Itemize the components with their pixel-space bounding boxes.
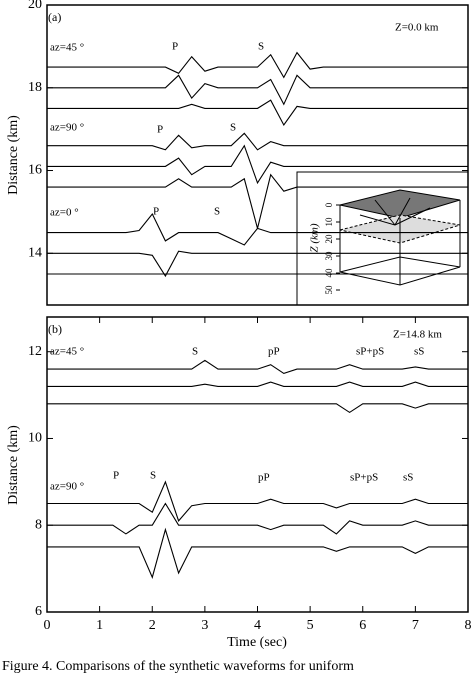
trace	[47, 527, 468, 579]
y-axis-label: Distance (km)	[6, 115, 21, 195]
x-tick-label: 1	[96, 618, 103, 633]
plot-frame	[46, 316, 469, 613]
annotation: P	[172, 41, 178, 53]
annotation: az=45 °	[50, 42, 84, 54]
inset-diagram: Z (km) 0 10 20 30 40 50	[296, 171, 469, 306]
annotation: az=0 °	[50, 207, 79, 219]
caption: Figure 4. Comparisons of the synthetic w…	[2, 659, 354, 674]
trace	[47, 74, 468, 106]
annotation: P	[153, 206, 159, 218]
y-tick-label: 10	[28, 431, 42, 446]
annotation: az=45 °	[50, 346, 84, 358]
x-tick-label: 6	[359, 618, 366, 633]
panel-label: (a)	[48, 10, 61, 24]
x-tick-label: 4	[254, 618, 261, 633]
panel-label: (b)	[48, 322, 62, 336]
annotation: S	[258, 41, 264, 53]
trace	[47, 132, 468, 151]
inset-rays	[359, 197, 431, 226]
inset-axis-label: Z (km)	[309, 223, 321, 252]
annotation: az=90 °	[50, 122, 84, 134]
annotation: sP+pS	[350, 472, 378, 484]
trace	[47, 403, 468, 414]
annotation: Z=14.8 km	[393, 329, 442, 341]
x-tick-label: 5	[307, 618, 314, 633]
annotation: sS	[403, 472, 413, 484]
x-tick-label: 3	[201, 618, 208, 633]
trace	[47, 144, 468, 185]
y-tick-label: 18	[28, 80, 42, 95]
annotation: S	[214, 206, 220, 218]
annotation: P	[157, 124, 163, 136]
plot-frame	[46, 4, 469, 306]
y-tick-label: 16	[28, 163, 42, 178]
annotation: S	[230, 122, 236, 134]
inset-tick-label: 30	[324, 251, 334, 261]
trace	[47, 250, 468, 278]
y-tick-label: 12	[28, 344, 42, 359]
trace	[47, 381, 468, 387]
inset-tick-label: 0	[324, 202, 334, 207]
trace	[47, 480, 468, 522]
annotation: S	[150, 470, 156, 482]
trace	[47, 502, 468, 535]
x-tick-label: 7	[412, 618, 419, 633]
x-tick-label: 8	[465, 618, 472, 633]
annotation: sP+pS	[356, 346, 384, 358]
inset-tick-label: 10	[324, 217, 334, 227]
annotation: Z=0.0 km	[395, 22, 439, 34]
trace	[47, 99, 468, 127]
annotation: pP	[258, 472, 270, 484]
trace	[47, 359, 468, 375]
inset-tick-label: 20	[324, 234, 334, 244]
y-tick-label: 8	[35, 517, 42, 532]
y-tick-label: 14	[28, 245, 42, 260]
trace	[47, 51, 468, 79]
y-axis-label: Distance (km)	[6, 425, 21, 505]
annotation: P	[113, 470, 119, 482]
annotation: pP	[268, 346, 280, 358]
y-tick-label: 6	[35, 604, 42, 619]
inset-tick-label: 50	[324, 285, 334, 295]
x-tick-label: 0	[44, 618, 51, 633]
annotation: S	[192, 346, 198, 358]
inset-tick-label: 40	[324, 268, 334, 278]
annotation: sS	[414, 346, 424, 358]
y-tick-label: 20	[28, 0, 42, 12]
trace	[47, 212, 468, 246]
annotation: az=90 °	[50, 481, 84, 493]
x-tick-label: 2	[149, 618, 156, 633]
x-axis-label: Time (sec)	[227, 635, 287, 650]
